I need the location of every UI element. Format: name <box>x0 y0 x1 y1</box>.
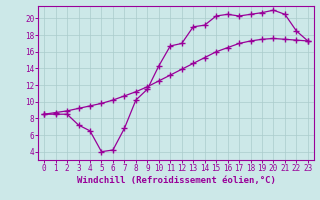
X-axis label: Windchill (Refroidissement éolien,°C): Windchill (Refroidissement éolien,°C) <box>76 176 276 185</box>
